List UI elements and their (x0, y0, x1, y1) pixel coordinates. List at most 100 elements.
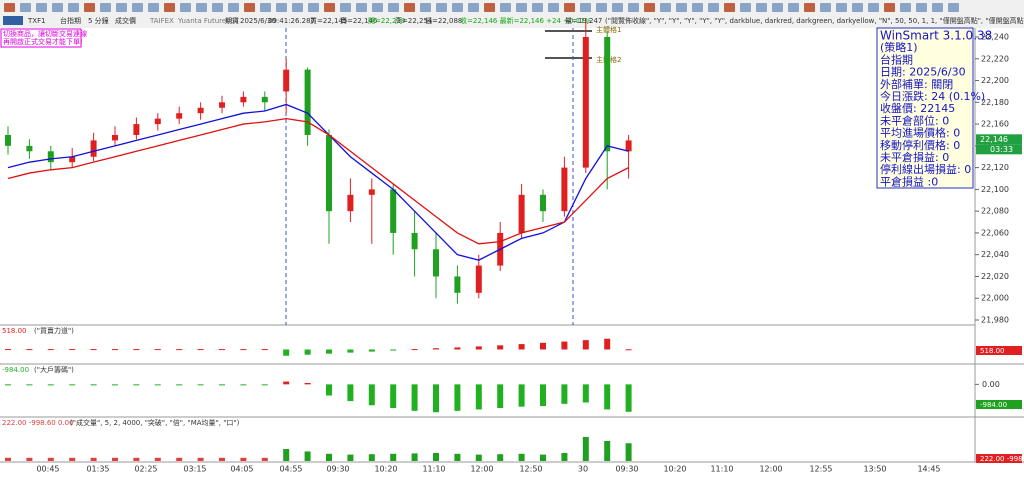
tool-button[interactable] (84, 3, 95, 12)
header-item: 2025/6/30 (240, 17, 276, 25)
tool-button[interactable] (756, 3, 767, 12)
tool-button[interactable] (788, 3, 799, 12)
candle-body (133, 124, 140, 135)
indicator-bar (540, 384, 546, 407)
header-item: 09:41:26.287 (268, 17, 315, 25)
tool-button[interactable] (260, 3, 271, 12)
candle-body (240, 96, 247, 103)
tool-button[interactable] (340, 3, 351, 12)
tool-button[interactable] (804, 3, 815, 12)
tool-button[interactable] (820, 3, 831, 12)
tool-button[interactable] (532, 3, 543, 12)
tool-button[interactable] (36, 3, 47, 12)
indicator-bar (240, 457, 247, 461)
indicator-bar (518, 344, 525, 350)
tool-button[interactable] (772, 3, 783, 12)
tool-button[interactable] (100, 3, 111, 12)
candle-body (475, 265, 482, 293)
tool-button[interactable] (852, 3, 863, 12)
tool-button[interactable] (372, 3, 383, 12)
indicator-bar (497, 345, 504, 350)
tool-button[interactable] (148, 3, 159, 12)
indicator-name: ("大戶籌碼") (34, 365, 74, 374)
y-tick-label: 22,020 (981, 272, 1009, 281)
tool-button[interactable] (452, 3, 463, 12)
x-tick-label: 04:05 (230, 465, 253, 474)
tool-button[interactable] (292, 3, 303, 12)
tool-button[interactable] (900, 3, 911, 12)
tool-button[interactable] (308, 3, 319, 12)
tool-button[interactable] (948, 3, 959, 12)
tool-button[interactable] (484, 3, 495, 12)
x-tick-label: 12:50 (519, 465, 542, 474)
y-tick-label: 22,120 (981, 163, 1009, 172)
indicator-bar (625, 349, 632, 351)
indicator-bar (433, 384, 439, 413)
tool-button[interactable] (836, 3, 847, 12)
tool-button[interactable] (388, 3, 399, 12)
indicator-bar (47, 384, 54, 386)
y-tick-label: 22,080 (981, 207, 1009, 216)
indicator-bar (540, 454, 546, 461)
tool-button[interactable] (20, 3, 31, 12)
candle-body (604, 37, 611, 152)
indicator-bar (304, 451, 311, 461)
tool-button[interactable] (708, 3, 719, 12)
indicator-bar (390, 453, 397, 461)
tool-button[interactable] (436, 3, 447, 12)
tool-button[interactable] (612, 3, 623, 12)
tool-button[interactable] (580, 3, 591, 12)
tool-button[interactable] (516, 3, 527, 12)
tool-button[interactable] (628, 3, 639, 12)
tool-button[interactable] (500, 3, 511, 12)
tool-button[interactable] (724, 3, 735, 12)
tool-button[interactable] (644, 3, 655, 12)
candle-body (47, 151, 54, 163)
countdown-tag (976, 144, 1022, 155)
tool-button[interactable] (932, 3, 943, 12)
tool-button[interactable] (276, 3, 287, 12)
indicator-bar (497, 384, 504, 409)
y-tick-label: 22,240 (981, 33, 1009, 42)
tool-button[interactable] (68, 3, 79, 12)
x-tick-label: 30 (578, 465, 588, 474)
indicator-tag (976, 346, 1022, 355)
tool-button[interactable] (52, 3, 63, 12)
tool-button[interactable] (132, 3, 143, 12)
candle-body (154, 118, 161, 125)
tool-button[interactable] (244, 3, 255, 12)
header-item: 高=22,254 (395, 16, 433, 25)
tool-button[interactable] (868, 3, 879, 12)
tool-button[interactable] (196, 3, 207, 12)
tool-button[interactable] (916, 3, 927, 12)
tool-button[interactable] (212, 3, 223, 12)
indicator-bar (304, 382, 311, 385)
indicator-bar (69, 349, 76, 351)
symbol-badge[interactable] (3, 16, 23, 25)
tool-button[interactable] (180, 3, 191, 12)
tool-button[interactable] (356, 3, 367, 12)
tool-button[interactable] (676, 3, 687, 12)
tool-button[interactable] (564, 3, 575, 12)
x-tick-label: 11:10 (422, 465, 445, 474)
countdown: 03:33 (990, 145, 1013, 154)
tool-button[interactable] (660, 3, 671, 12)
tool-button[interactable] (228, 3, 239, 12)
indicator-bar (561, 384, 568, 404)
tool-button[interactable] (324, 3, 335, 12)
tool-button[interactable] (420, 3, 431, 12)
tool-button[interactable] (4, 3, 15, 12)
tool-button[interactable] (404, 3, 415, 12)
tool-button[interactable] (116, 3, 127, 12)
info-line: 台指期 (880, 52, 913, 66)
tool-button[interactable] (468, 3, 479, 12)
tool-button[interactable] (596, 3, 607, 12)
tool-button[interactable] (548, 3, 559, 12)
candle-body (283, 69, 290, 92)
tool-button[interactable] (164, 3, 175, 12)
tool-button[interactable] (740, 3, 751, 12)
indicator-bar (5, 349, 11, 351)
indicator-bar (518, 453, 525, 461)
tool-button[interactable] (692, 3, 703, 12)
tool-button[interactable] (884, 3, 895, 12)
